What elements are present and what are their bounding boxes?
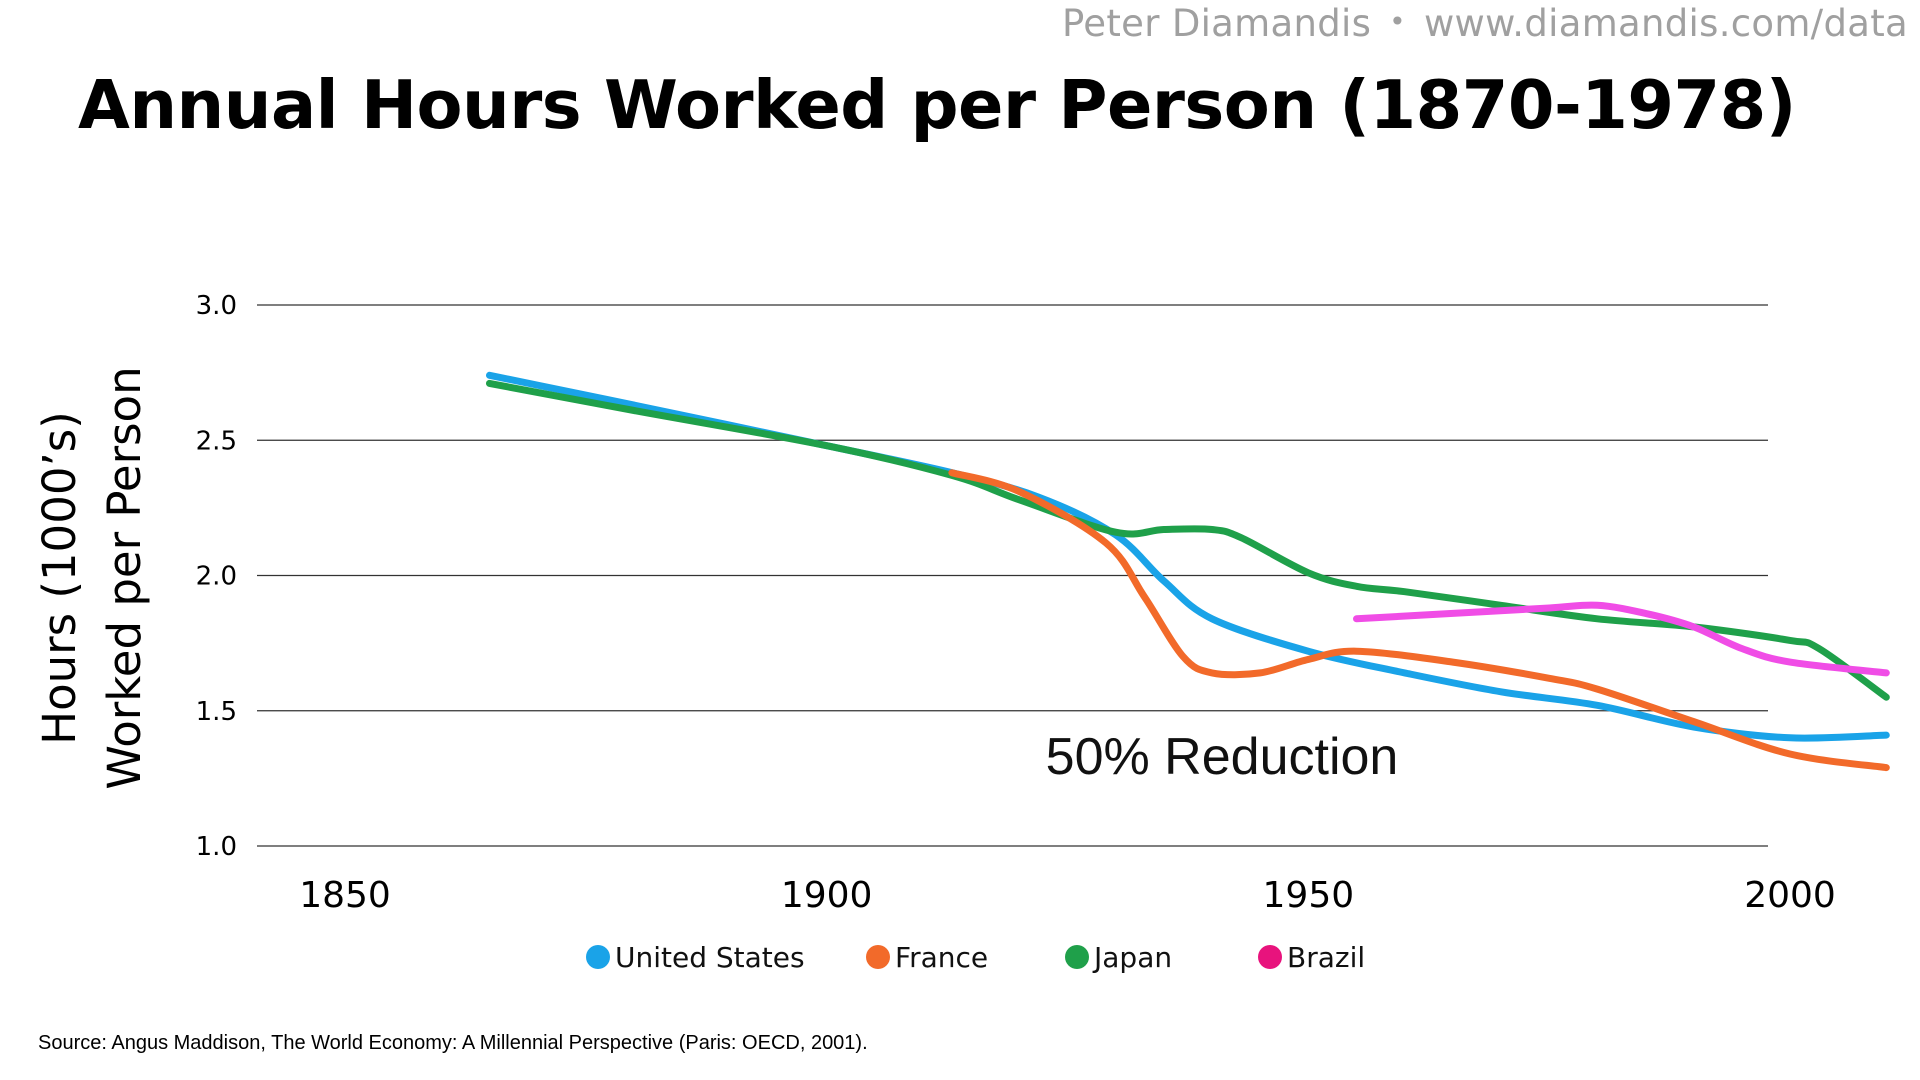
series-line-brazil	[1353, 601, 1890, 677]
series-line-japan	[486, 379, 1890, 701]
y-axis-title-line1: Hours (1000’s)	[33, 411, 86, 745]
x-tick-labels: 1850 1900 1950 2000	[299, 875, 1836, 916]
legend-item-france: France	[866, 941, 988, 974]
legend-marker	[586, 945, 610, 969]
y-tick-label: 1.5	[196, 697, 237, 727]
legend-label: United States	[615, 941, 805, 974]
page-title: Annual Hours Worked per Person (1870-197…	[78, 66, 1796, 144]
series-lines	[486, 371, 1890, 772]
x-tick-label: 1950	[1263, 875, 1355, 916]
series-line-united-states	[486, 371, 1890, 742]
x-tick-label: 1850	[299, 875, 391, 916]
legend-marker	[866, 945, 890, 969]
author-name: Peter Diamandis	[1062, 2, 1372, 45]
legend: United States France Japan Brazil	[586, 941, 1365, 974]
y-tick-labels: 3.0 2.5 2.0 1.5 1.0	[196, 291, 237, 862]
y-tick-label: 1.0	[196, 832, 237, 862]
legend-item-brazil: Brazil	[1258, 941, 1365, 974]
y-tick-label: 3.0	[196, 291, 237, 321]
header-credit: Peter Diamandis • www.diamandis.com/data	[1062, 2, 1908, 45]
legend-item-united-states: United States	[586, 941, 805, 974]
separator-dot: •	[1389, 5, 1406, 38]
y-axis-title-line2: Worked per Person	[98, 366, 151, 789]
gridlines	[257, 304, 1768, 847]
legend-label: Brazil	[1287, 941, 1365, 974]
series-line-france	[948, 469, 1890, 772]
legend-marker	[1065, 945, 1089, 969]
legend-label: France	[895, 941, 988, 974]
y-tick-label: 2.0	[196, 562, 237, 592]
y-axis-title: Hours (1000’s) Worked per Person	[33, 366, 151, 789]
source-note: Source: Angus Maddison, The World Econom…	[38, 1032, 868, 1054]
legend-item-japan: Japan	[1065, 941, 1172, 974]
reduction-annotation: 50% Reduction	[1046, 728, 1399, 786]
y-tick-label: 2.5	[196, 426, 237, 456]
x-tick-label: 1900	[781, 875, 873, 916]
x-tick-label: 2000	[1744, 875, 1836, 916]
legend-marker	[1258, 945, 1282, 969]
website-url: www.diamandis.com/data	[1424, 2, 1908, 45]
legend-label: Japan	[1092, 941, 1172, 974]
